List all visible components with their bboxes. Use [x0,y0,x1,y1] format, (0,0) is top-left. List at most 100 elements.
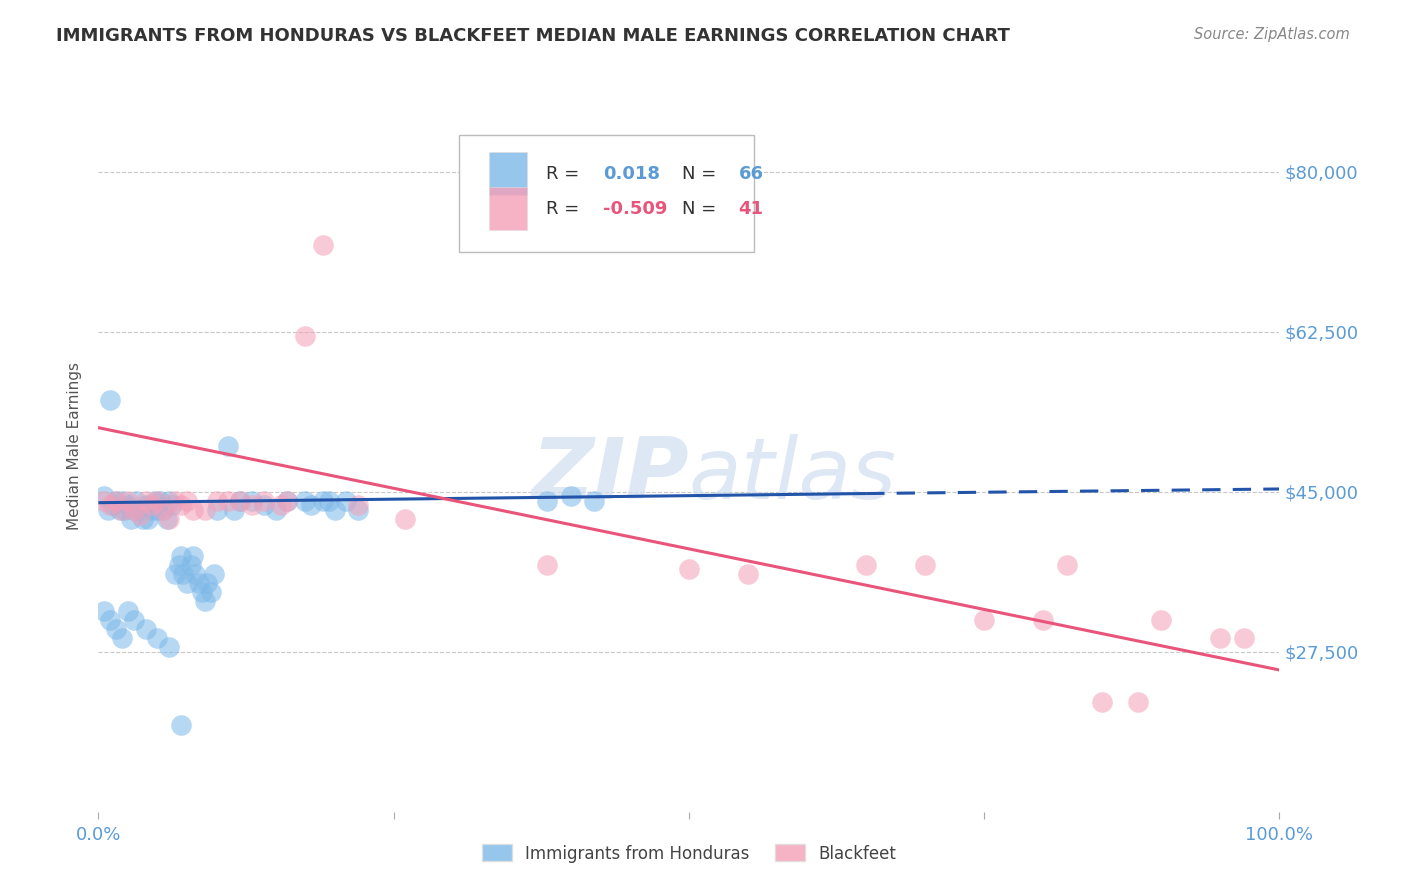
Point [176,576,198,591]
Point [135,493,157,508]
Point [105,493,128,508]
Point [1233,631,1256,645]
Point [122,503,145,517]
FancyBboxPatch shape [458,135,754,252]
Point [152,503,174,517]
Point [253,499,276,513]
Point [536,558,558,572]
Point [276,493,298,508]
Point [240,493,263,508]
Point [117,603,139,617]
Point [156,512,179,526]
Point [121,512,143,526]
Point [294,329,316,343]
Point [98,393,121,408]
Point [318,493,340,508]
Point [240,499,263,513]
Point [312,237,335,252]
Point [98,613,121,627]
Point [194,594,217,608]
Point [253,493,276,508]
Point [170,718,193,732]
Point [136,512,159,526]
Point [224,503,246,517]
Point [146,631,169,645]
Point [855,558,877,572]
Point [678,562,700,576]
Point [1032,613,1054,627]
Point [294,493,316,508]
Y-axis label: Median Male Earnings: Median Male Earnings [67,362,83,530]
Point [167,558,190,572]
Point [205,493,228,508]
Point [264,503,287,517]
Point [1150,613,1173,627]
Point [93,603,115,617]
Point [157,512,180,526]
Point [141,499,163,513]
Point [191,585,214,599]
Point [195,576,218,591]
Point [97,503,120,517]
Point [149,493,172,508]
Point [270,499,292,513]
Point [335,493,357,508]
Point [180,558,202,572]
FancyBboxPatch shape [489,187,527,230]
Text: 41: 41 [738,200,763,218]
Point [172,567,194,582]
Text: atlas: atlas [689,434,897,516]
Point [157,493,180,508]
Point [135,499,157,513]
Point [194,503,217,517]
Text: ZIP: ZIP [531,434,689,516]
Point [914,558,936,572]
Point [737,567,759,582]
Point [202,567,225,582]
FancyBboxPatch shape [489,152,527,195]
Point [93,489,115,503]
Point [98,499,121,513]
Point [347,503,370,517]
Point [146,503,169,517]
Point [560,489,582,503]
Point [583,493,606,508]
Text: R =: R = [546,200,585,218]
Point [229,493,252,508]
Point [128,503,150,517]
Text: IMMIGRANTS FROM HONDURAS VS BLACKFEET MEDIAN MALE EARNINGS CORRELATION CHART: IMMIGRANTS FROM HONDURAS VS BLACKFEET ME… [56,27,1010,45]
Point [135,622,157,636]
Point [105,493,128,508]
Point [394,512,416,526]
Point [536,493,558,508]
Point [132,512,155,526]
Point [187,576,209,591]
Point [111,503,134,517]
Point [111,631,134,645]
Point [117,499,139,513]
Text: 66: 66 [738,164,763,183]
Point [165,567,187,582]
Point [128,508,150,522]
Point [141,503,163,517]
Point [205,503,228,517]
Point [157,640,180,655]
Point [105,622,128,636]
Point [122,503,145,517]
Point [170,549,193,563]
Point [323,503,346,517]
Point [1209,631,1232,645]
Point [112,503,135,517]
Point [165,493,187,508]
Text: 0.018: 0.018 [603,164,659,183]
Point [101,499,124,513]
Point [217,493,239,508]
Point [299,499,322,513]
Point [229,493,252,508]
Point [1056,558,1078,572]
Point [93,493,115,508]
Point [217,439,239,453]
Text: R =: R = [546,164,585,183]
Text: N =: N = [682,164,721,183]
Point [108,503,131,517]
